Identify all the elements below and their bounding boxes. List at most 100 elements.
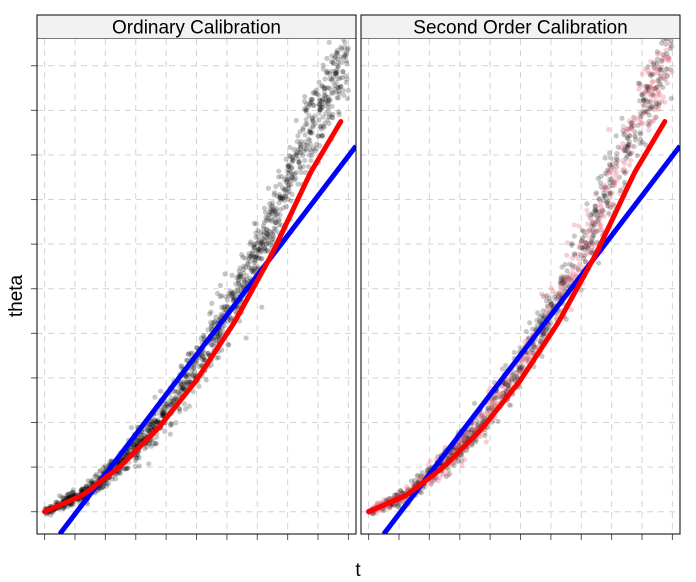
panel-ordinary-calibration-data-point: [178, 364, 184, 370]
panel-ordinary-calibration-data-point: [293, 169, 300, 176]
panel-ordinary-calibration-data-point: [178, 381, 184, 388]
panel-ordinary-calibration-data-point: [234, 275, 240, 281]
panel-second-order-calibration-data-point: [637, 98, 643, 104]
panel-ordinary-calibration-data-point: [264, 247, 270, 254]
panel-second-order-calibration-data-point: [517, 366, 523, 372]
panel-ordinary-calibration-data-point: [288, 181, 294, 188]
panel-second-order-calibration-data-point: [591, 207, 598, 213]
panel-second-order-calibration-data-point: [583, 259, 589, 265]
panel-ordinary-calibration-data-point: [70, 487, 77, 493]
panel-ordinary-calibration-data-point: [273, 219, 279, 226]
x-axis-label: t: [355, 560, 361, 581]
panel-second-order-calibration-data-point: [444, 471, 450, 478]
panel-second-order-calibration-data-point: [563, 276, 569, 283]
panel-ordinary-calibration-data-point: [320, 96, 326, 102]
panel-second-order-calibration-data-point: [654, 64, 660, 71]
panel-ordinary-calibration-data-point: [312, 89, 318, 95]
panel-second-order-calibration-data-point: [663, 41, 669, 47]
panel-ordinary-calibration-data-point: [272, 208, 278, 214]
panel-second-order-calibration-data-point: [643, 88, 649, 94]
panel-second-order-calibration-data-point: [576, 251, 582, 257]
panel-second-order-calibration-data-point: [563, 274, 570, 280]
panel-second-order-calibration-data-point: [596, 221, 602, 227]
panel-ordinary-calibration-data-point: [298, 142, 304, 148]
panel-ordinary-calibration-data-point: [144, 428, 151, 434]
panel-second-order-calibration-data-point: [662, 99, 668, 105]
panel-second-order-calibration-data-point: [638, 131, 644, 137]
panel-ordinary-calibration-data-point: [317, 123, 323, 129]
panel-second-order-calibration-data-point: [625, 144, 631, 150]
panel-second-order-calibration-data-point: [628, 150, 634, 157]
panel-second-order-calibration-data-point: [665, 39, 671, 42]
panel-ordinary-calibration-data-point: [249, 252, 255, 258]
panel-second-order-calibration-data-point: [387, 505, 393, 511]
panel-ordinary-calibration-data-point: [288, 169, 294, 176]
panel-ordinary-calibration-data-point: [343, 53, 349, 60]
panel-second-order-calibration-data-point: [653, 100, 659, 106]
panel-second-order-calibration-data-point: [473, 437, 479, 443]
panel-second-order-calibration-data-point: [602, 170, 608, 177]
panel-second-order-calibration-data-point: [653, 114, 659, 120]
panel-second-order-calibration-data-point: [637, 80, 643, 87]
panel-second-order-calibration-data-point: [511, 349, 517, 356]
panel-second-order-calibration-data-point: [568, 277, 574, 283]
panel-ordinary-calibration-data-point: [79, 486, 85, 492]
panel-ordinary-calibration-data-point: [274, 193, 280, 199]
panel-second-order-calibration-data-point: [515, 368, 521, 374]
panel-ordinary-calibration-data-point: [269, 200, 276, 206]
panel-second-order-calibration-data-point: [637, 115, 643, 122]
panel-second-order-calibration-data-point: [504, 382, 511, 389]
panel-second-order-calibration-data-point: [654, 100, 660, 107]
panel-ordinary-calibration-data-point: [177, 409, 183, 415]
panel-second-order-calibration-data-point: [598, 173, 604, 179]
panel-second-order-calibration-data-point: [657, 81, 664, 88]
panel-second-order-calibration-data-point: [521, 355, 527, 361]
panel-second-order-calibration-data-point: [628, 124, 635, 130]
panel-second-order-calibration-data-point: [537, 338, 543, 344]
panel-second-order-calibration-data-point: [546, 322, 553, 328]
panel-second-order-calibration-data-point: [624, 126, 630, 132]
panel-second-order-calibration-data-point: [456, 442, 462, 448]
panel-ordinary-calibration-data-point: [289, 159, 295, 165]
panel-ordinary-calibration-data-point: [237, 282, 243, 288]
panel-second-order-calibration-data-point: [544, 294, 550, 300]
panel-second-order-calibration-data-point: [567, 261, 573, 267]
panel-second-order-calibration-data-point: [645, 89, 651, 95]
panel-second-order-calibration-data-point: [576, 223, 582, 229]
panel-second-order-calibration-data-point: [570, 266, 576, 272]
panel-ordinary-calibration-data-point: [283, 194, 289, 200]
panel-ordinary-calibration-data-point: [165, 400, 171, 407]
panel-ordinary-calibration-data-point: [249, 267, 255, 273]
panel-second-order-calibration-data-point: [415, 473, 421, 479]
panel-second-order-calibration-data-point: [652, 65, 658, 72]
panel-ordinary-calibration-data-point: [100, 464, 106, 471]
panel-ordinary-calibration-data-point: [265, 185, 272, 191]
panel-second-order-calibration-data-point: [585, 243, 591, 249]
panel-second-order-calibration-data-point: [396, 503, 402, 509]
panel-ordinary-calibration-data-point: [272, 219, 278, 226]
panel-second-order-calibration-data-point: [418, 473, 424, 479]
panel-second-order-calibration-data-point: [646, 112, 652, 118]
panel-second-order-calibration-data-point: [559, 264, 565, 270]
panel-second-order-calibration-data-point: [656, 66, 662, 72]
panel-second-order-calibration-data-point: [634, 152, 640, 159]
panel-second-order-calibration-data-point: [458, 439, 464, 445]
panel-ordinary-calibration-data-point: [273, 226, 279, 232]
panel-second-order-calibration-data-point: [563, 279, 570, 285]
panel-ordinary-calibration-data-point: [255, 233, 261, 240]
panel-second-order-calibration-data-point: [543, 326, 550, 332]
panel-ordinary-calibration-data-point: [198, 335, 204, 342]
panel-ordinary-calibration-data-point: [333, 89, 339, 95]
panel-second-order-calibration-data-point: [463, 447, 470, 453]
panel-ordinary-calibration-data-point: [335, 95, 341, 101]
panel-ordinary-calibration-data-point: [309, 130, 315, 136]
panel-ordinary-calibration-data-point: [311, 102, 317, 109]
panel-second-order-calibration-data-point: [562, 278, 568, 284]
panel-second-order-calibration-data-point: [604, 200, 611, 206]
panel-ordinary-calibration-data-point: [225, 318, 231, 325]
panel-ordinary-calibration-data-point: [61, 505, 67, 511]
panel-second-order-calibration-data-point: [489, 404, 495, 411]
panel-ordinary-calibration-data-point: [310, 90, 316, 96]
panel-ordinary-calibration-data-point: [181, 380, 187, 386]
panel-ordinary-calibration-data-point: [302, 106, 308, 112]
